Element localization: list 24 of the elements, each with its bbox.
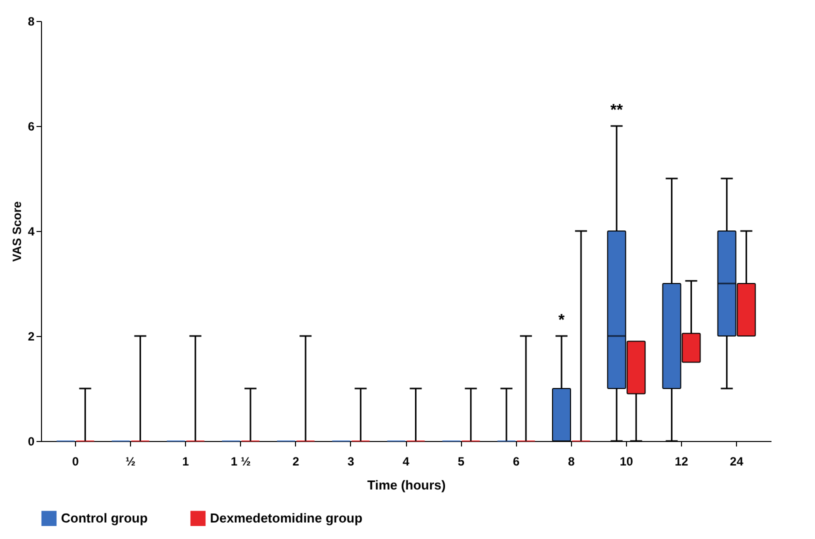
x-tick-label: 0: [72, 454, 80, 468]
x-tick-label: 6: [512, 454, 520, 468]
legend-label: Control group: [61, 510, 148, 526]
x-tick-label: 8: [568, 454, 575, 468]
x-tick-label: 1: [182, 454, 190, 468]
x-tick-label: 24: [730, 454, 744, 468]
x-tick-label: 3: [348, 454, 355, 468]
x-tick-label: 2: [292, 454, 300, 468]
x-tick-label: 12: [674, 454, 688, 468]
x-tick-label: 5: [458, 454, 465, 468]
y-tick-label: 6: [28, 120, 35, 134]
x-tick-label: 1 ½: [230, 454, 251, 468]
legend-label: Dexmedetomidine group: [210, 510, 362, 526]
y-tick-label: 4: [28, 224, 35, 238]
y-axis-title: VAS Score: [10, 200, 24, 262]
x-axis-title: Time (hours): [367, 478, 446, 492]
y-tick-label: 8: [28, 14, 35, 28]
y-tick-label: 0: [28, 434, 35, 448]
y-tick-label: 2: [28, 330, 35, 344]
x-tick-label: ½: [126, 454, 136, 468]
annotation: *: [558, 312, 566, 329]
x-tick-label: 4: [402, 454, 410, 468]
annotation: **: [610, 102, 624, 119]
x-tick-label: 10: [620, 454, 634, 468]
